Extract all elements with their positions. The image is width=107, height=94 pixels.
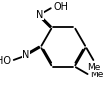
Text: Me: Me [88, 63, 101, 72]
Text: HO: HO [0, 56, 11, 66]
Text: N: N [36, 10, 43, 20]
Text: OH: OH [53, 2, 68, 12]
Text: N: N [22, 50, 30, 60]
Text: Me: Me [90, 70, 104, 80]
